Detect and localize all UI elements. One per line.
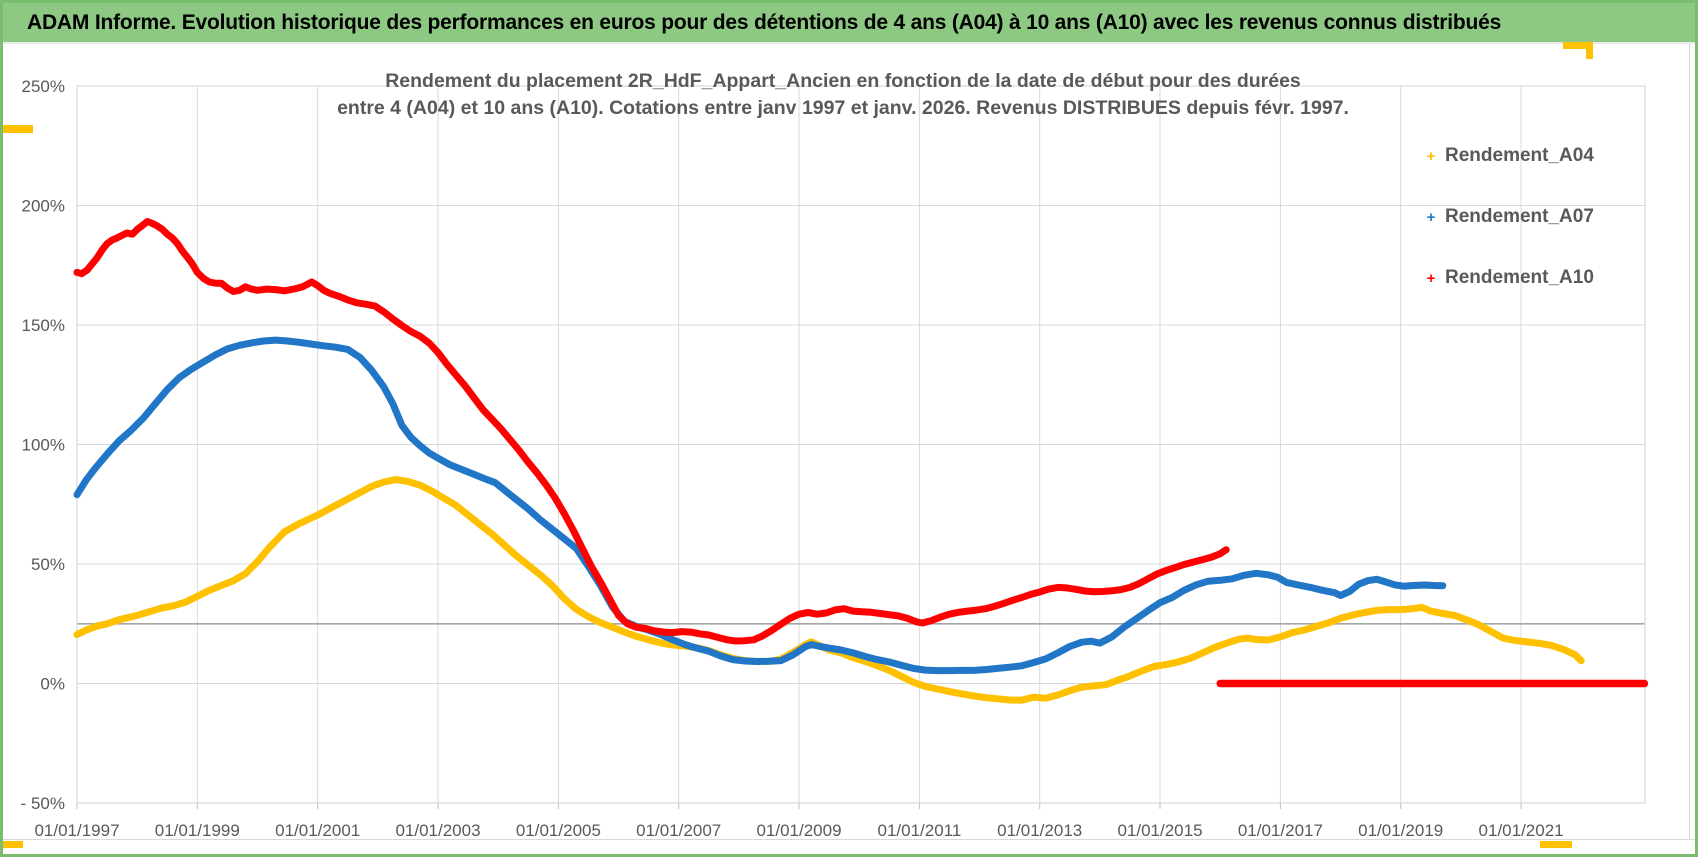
chart-region: 01/01/1997 01/01/1999 01/01/2001 01/01/2003…	[3, 44, 1695, 854]
series-rendement_a10	[73, 218, 1230, 645]
x-tick-label: 01/01/2015	[1117, 821, 1202, 840]
plus-marker-icon-a04: +	[1426, 147, 1436, 165]
x-tick-label: 01/01/2007	[636, 821, 721, 840]
x-tick-label: 01/01/2017	[1238, 821, 1323, 840]
legend-label-a10: Rendement_A10	[1445, 267, 1594, 288]
header-title: ADAM Informe. Evolution historique des p…	[27, 10, 1502, 34]
legend-label-a07: Rendement_A07	[1445, 206, 1594, 227]
x-tick-label: 01/01/2005	[516, 821, 601, 840]
legend-item-rendement-a10[interactable]: + Rendement_A10	[1421, 266, 1651, 290]
x-tick-label: 01/01/2011	[877, 821, 961, 840]
x-tick-label: 01/01/1997	[34, 821, 119, 840]
plot-border	[76, 85, 1646, 804]
x-tick-label: 01/01/2019	[1358, 821, 1443, 840]
bottom-frame-line	[3, 839, 1695, 840]
yellow-accent-left-edge	[3, 125, 33, 133]
x-tick-label: 01/01/2009	[756, 821, 841, 840]
x-tick-label: 01/01/2021	[1479, 821, 1564, 840]
legend-item-rendement-a07[interactable]: + Rendement_A07	[1421, 205, 1651, 229]
legend-label-a04: Rendement_A04	[1445, 145, 1594, 166]
y-tick-label: 100%	[22, 436, 65, 455]
right-frame-line	[1689, 44, 1690, 840]
performance-line-chart: 01/01/1997 01/01/1999 01/01/2001 01/01/2003…	[21, 77, 1649, 840]
x-tick-label: 01/01/2001	[275, 821, 360, 840]
x-tick-label: 01/01/2013	[997, 821, 1082, 840]
yellow-accent-bottom-right	[1540, 841, 1572, 848]
x-tick-label: 01/01/1999	[155, 821, 240, 840]
x-tick-label: 01/01/2003	[395, 821, 480, 840]
y-tick-label: 0%	[40, 675, 65, 694]
chart-legend: + Rendement_A04 + Rendement_A07 + Rendem…	[1421, 144, 1651, 327]
y-tick-label: 250%	[22, 77, 65, 96]
header-title-bar: ADAM Informe. Evolution historique des p…	[3, 3, 1695, 44]
y-tick-label: 150%	[22, 316, 65, 335]
y-tick-label: 200%	[22, 197, 65, 216]
y-tick-label: - 50%	[21, 794, 65, 813]
yellow-accent-bottom-left	[3, 841, 23, 848]
legend-item-rendement-a04[interactable]: + Rendement_A04	[1421, 144, 1651, 168]
yellow-accent-top-right-h	[1563, 42, 1593, 49]
plus-marker-icon-a10: +	[1426, 269, 1436, 287]
yellow-accent-top-right-v	[1586, 42, 1593, 59]
series-rendement_a07	[73, 336, 1447, 675]
plus-marker-icon-a07: +	[1426, 208, 1436, 226]
y-tick-label: 50%	[31, 555, 65, 574]
